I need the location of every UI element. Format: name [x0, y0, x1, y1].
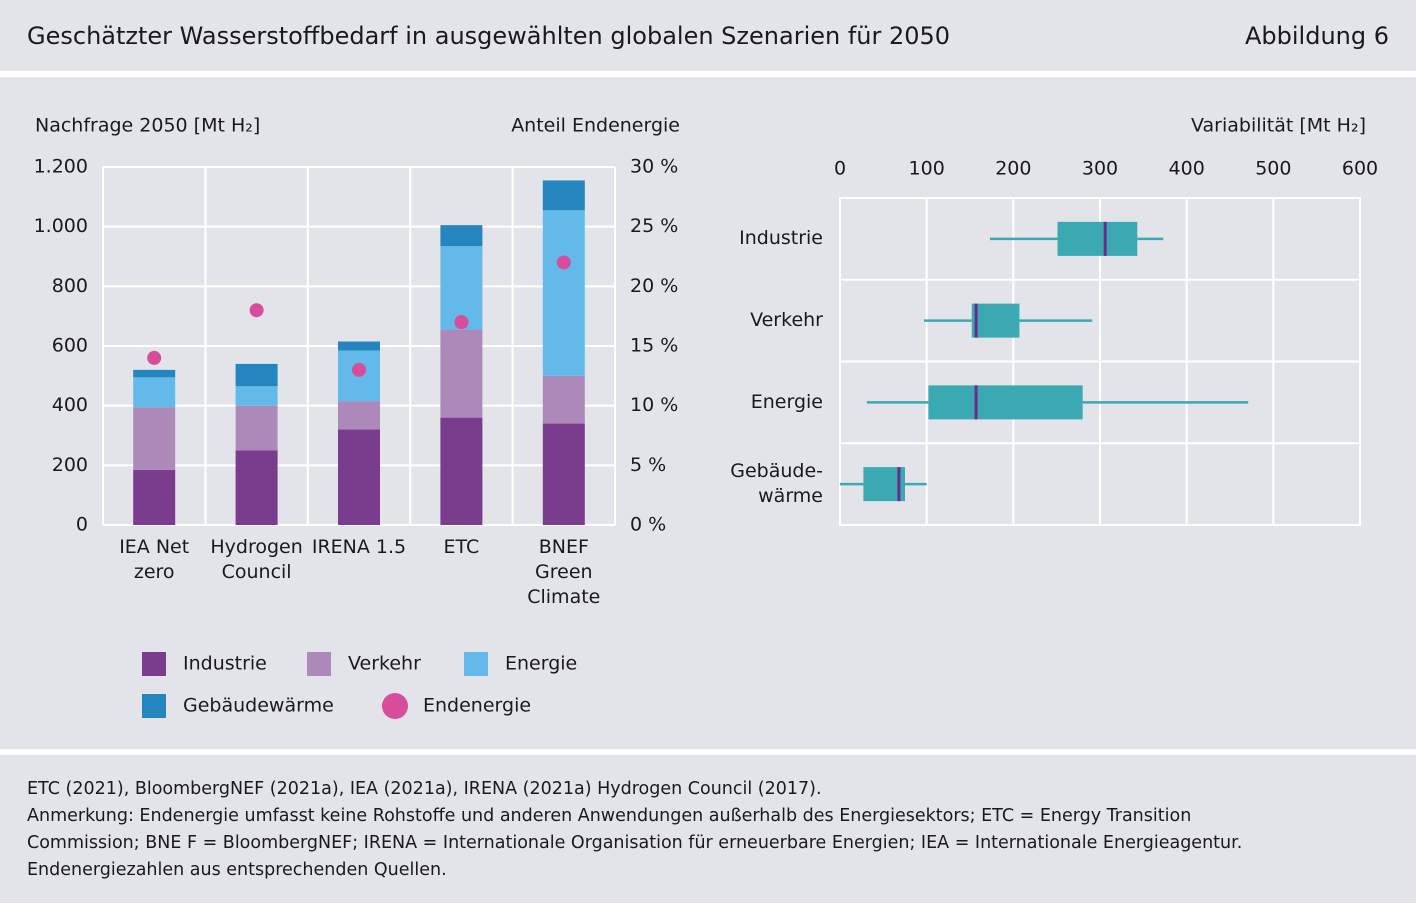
bar-segment: [235, 363, 278, 387]
x-tick-label: ETC: [443, 536, 480, 558]
x-axis-label: Variabilität [Mt H₂]: [1191, 115, 1366, 137]
bar-segment: [235, 386, 278, 406]
y-tick-label: 800: [52, 275, 88, 297]
header-band: [0, 0, 1416, 71]
bar-segment: [133, 377, 176, 408]
legend-label: Gebäudewärme: [183, 695, 334, 717]
bar-segment: [542, 423, 585, 525]
y2-tick-label: 20 %: [630, 275, 678, 297]
x-tick-label: 300: [1082, 158, 1118, 180]
box: [928, 385, 1083, 420]
y-tick-label: 200: [52, 454, 88, 476]
y-tick-label: 600: [52, 335, 88, 357]
bar-segment: [133, 369, 176, 378]
y2-axis-label: Anteil Endenergie: [511, 115, 680, 137]
legend-label: Industrie: [183, 653, 267, 675]
legend-swatch: [307, 652, 331, 676]
y-tick-label: Energie: [750, 390, 823, 413]
bar-segment: [133, 469, 176, 525]
bar-segment: [440, 329, 483, 418]
y-tick-label: Verkehr: [750, 309, 823, 332]
endenergie-dot: [352, 362, 366, 377]
y2-tick-label: 25 %: [630, 215, 678, 237]
x-tick-label: BNEF Green Climate: [527, 536, 601, 608]
legend-swatch: [464, 652, 488, 676]
bar-segment: [542, 210, 585, 376]
legend-swatch: [142, 694, 166, 718]
footer: ETC (2021), BloombergNEF (2021a), IEA (2…: [27, 776, 1397, 884]
box: [1057, 221, 1138, 256]
bar-segment: [440, 225, 483, 247]
y-tick-label: Industrie: [739, 227, 823, 250]
y-axis-label: Nachfrage 2050 [Mt H₂]: [35, 115, 260, 137]
y2-tick-label: 0 %: [630, 514, 666, 536]
legend-label: Endenergie: [423, 695, 531, 717]
y2-tick-label: 10 %: [630, 394, 678, 416]
y-tick-label: 0: [76, 514, 88, 536]
bar-segment: [338, 401, 380, 430]
x-tick-label: IRENA 1.5: [311, 536, 407, 558]
x-tick-label: 0: [834, 158, 846, 180]
footer-line: Anmerkung: Endenergie umfasst keine Rohs…: [27, 806, 1192, 826]
figure-number: Abbildung 6: [1245, 22, 1389, 50]
box: [971, 303, 1020, 338]
legend-label: Verkehr: [348, 653, 421, 675]
x-tick-label: 600: [1342, 158, 1378, 180]
endenergie-dot: [556, 255, 571, 270]
y2-tick-label: 15 %: [630, 335, 678, 357]
bar-segment: [542, 375, 585, 424]
x-tick-label: 500: [1255, 158, 1291, 180]
endenergie-dot: [454, 315, 469, 330]
y-tick-label: Gebäude- wärme: [730, 460, 823, 508]
legend-label: Energie: [505, 653, 577, 675]
footer-line: Endenergiezahlen aus entsprechenden Quel…: [27, 860, 447, 880]
x-tick-label: IEA Net zero: [119, 536, 190, 583]
bar-segment: [235, 450, 278, 525]
y-tick-label: 400: [52, 394, 88, 416]
y2-tick-label: 30 %: [630, 156, 678, 178]
x-tick-label: Hydrogen Council: [210, 536, 303, 583]
bar-segment: [440, 417, 483, 525]
x-tick-label: 400: [1169, 158, 1205, 180]
bar-segment: [133, 407, 176, 470]
x-tick-label: 100: [909, 158, 945, 180]
x-tick-label: 200: [995, 158, 1031, 180]
bar-segment: [338, 429, 380, 525]
footer-band: [0, 755, 1416, 903]
legend-swatch: [382, 693, 408, 719]
y-tick-label: 1.200: [34, 156, 88, 178]
footer-line: Commission; BNE F = BloombergNEF; IRENA …: [27, 833, 1243, 853]
endenergie-dot: [249, 303, 264, 318]
legend-swatch: [142, 652, 166, 676]
chart-title: Geschätzter Wasserstoffbedarf in ausgewä…: [27, 22, 950, 50]
y2-tick-label: 5 %: [630, 454, 666, 476]
footer-line: ETC (2021), BloombergNEF (2021a), IEA (2…: [27, 779, 822, 799]
endenergie-dot: [147, 350, 162, 365]
bar-segment: [338, 341, 380, 351]
y-tick-label: 1.000: [34, 215, 88, 237]
bar-segment: [235, 405, 278, 451]
bar-segment: [542, 180, 585, 211]
